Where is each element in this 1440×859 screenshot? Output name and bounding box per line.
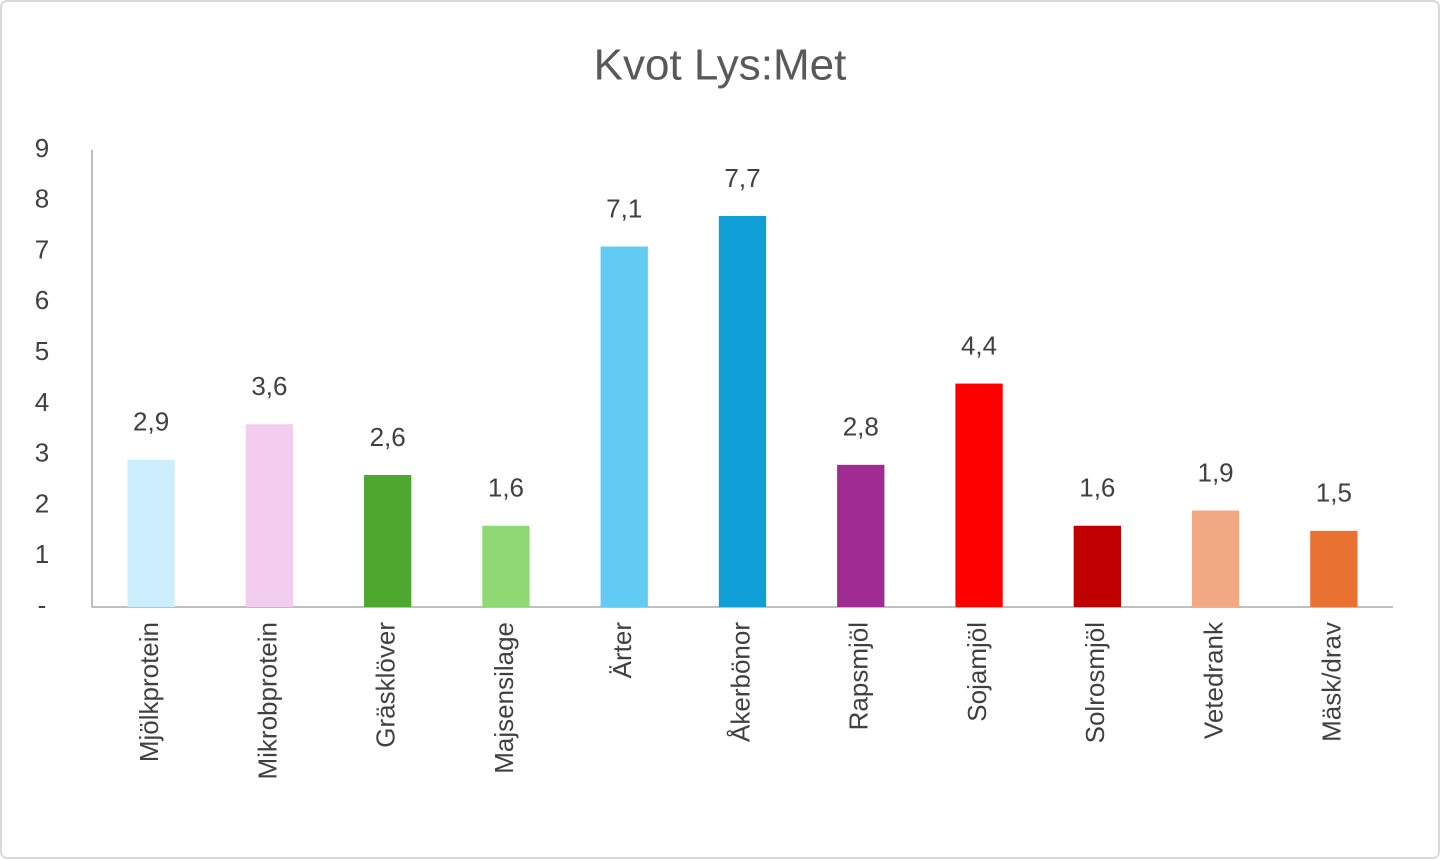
value-label: 4,4	[961, 330, 997, 360]
y-tick-label: 6	[35, 285, 49, 315]
bar	[837, 464, 885, 607]
value-label: 1,5	[1316, 478, 1352, 508]
y-tick-label: 8	[35, 184, 49, 214]
y-tick-label: 5	[35, 336, 49, 366]
value-label: 1,6	[1079, 473, 1115, 503]
value-label: 2,6	[370, 422, 406, 452]
bar	[955, 383, 1003, 607]
y-tick-label: 7	[35, 234, 49, 264]
value-label: 7,1	[606, 193, 642, 223]
x-tick-label: Mjölkprotein	[134, 622, 164, 762]
x-tick-label: Rapsmjöl	[844, 622, 874, 730]
x-tick-label: Sojamjöl	[962, 622, 992, 722]
x-tick-label: Ärter	[607, 622, 637, 679]
y-tick-label: 4	[35, 387, 49, 417]
bar	[482, 525, 530, 607]
y-tick-label: -	[38, 590, 47, 620]
bar	[127, 459, 175, 607]
value-label: 7,7	[724, 163, 760, 193]
bar	[718, 216, 767, 607]
chart-title: Kvot Lys:Met	[594, 41, 847, 90]
bar	[1310, 530, 1358, 607]
x-tick-label: Majsensilage	[489, 622, 519, 774]
x-tick-label: Mikrobprotein	[252, 622, 282, 780]
bar	[245, 424, 294, 607]
x-tick-label: Gräsklöver	[371, 622, 401, 748]
value-label: 3,6	[251, 371, 287, 401]
y-tick-label: 2	[35, 488, 49, 518]
x-tick-label: Vetedrank	[1198, 621, 1228, 739]
x-tick-label: Solrosmjöl	[1080, 622, 1110, 743]
value-label: 2,8	[843, 412, 879, 442]
bar	[1073, 525, 1121, 607]
value-label: 1,9	[1198, 457, 1234, 487]
bar	[600, 246, 648, 607]
value-label: 1,6	[488, 473, 524, 503]
y-tick-label: 1	[35, 539, 49, 569]
x-tick-label: Mäsk/drav	[1317, 622, 1347, 742]
y-tick-label: 3	[35, 438, 49, 468]
x-tick-label: Åkerbönor	[725, 622, 755, 742]
bar	[1191, 510, 1240, 607]
y-tick-label: 9	[35, 133, 49, 163]
value-label: 2,9	[133, 407, 169, 437]
bar	[364, 474, 412, 607]
